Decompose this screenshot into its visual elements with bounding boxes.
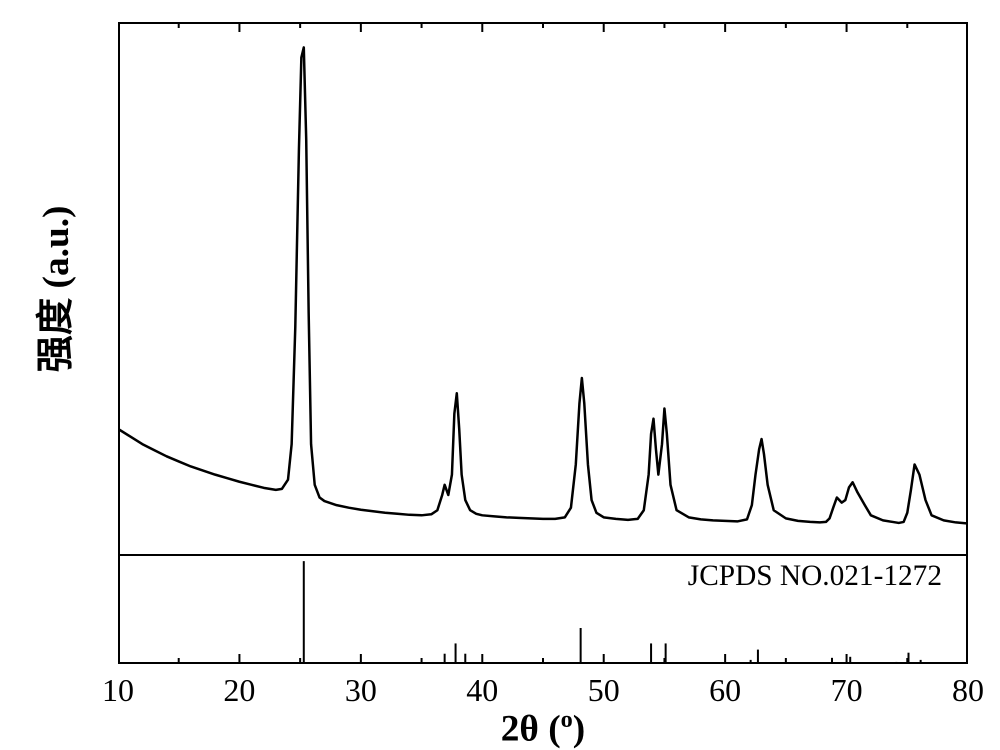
x-tick-label: 80	[952, 672, 984, 709]
xrd-figure: 强度 (a.u.) JCPDS NO.021-1272 10 20 30 40 50 60…	[0, 0, 1000, 749]
x-tick-label: 30	[345, 672, 377, 709]
jcpds-reference-panel: JCPDS NO.021-1272	[118, 556, 968, 664]
x-tick-label: 70	[831, 672, 863, 709]
x-axis-label: 2θ (o)	[501, 706, 585, 750]
x-tick-label: 50	[588, 672, 620, 709]
y-axis-label: 强度 (a.u.)	[25, 206, 79, 373]
x-tick-label: 20	[223, 672, 255, 709]
xrd-pattern-panel	[118, 22, 968, 556]
jcpds-card-label: JCPDS NO.021-1272	[688, 560, 942, 593]
x-tick-label: 40	[466, 672, 498, 709]
x-tick-label: 10	[102, 672, 134, 709]
x-tick-label: 60	[709, 672, 741, 709]
xrd-line-chart	[118, 22, 968, 556]
